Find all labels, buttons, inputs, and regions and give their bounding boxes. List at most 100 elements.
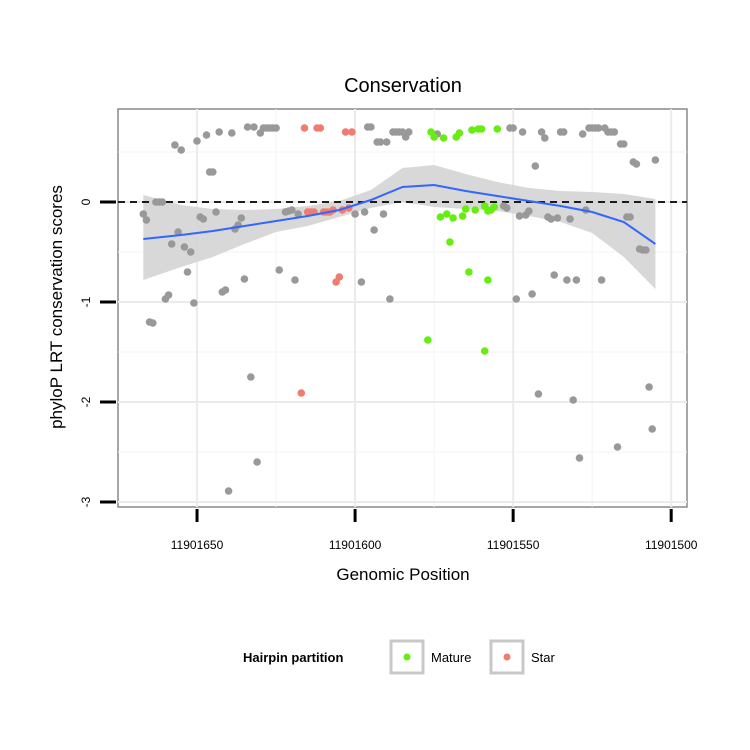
point-other — [357, 278, 366, 286]
points-layer — [139, 123, 660, 495]
point-other — [626, 213, 634, 221]
point-star — [297, 389, 306, 397]
x-tick-label: 11901600 — [329, 538, 382, 552]
x-axis-label: Genomic Position — [336, 565, 469, 584]
legend-label-mature: Mature — [431, 650, 471, 665]
point-star — [348, 128, 356, 136]
point-other — [512, 295, 521, 303]
point-other — [405, 128, 413, 136]
point-other — [642, 246, 650, 254]
point-other — [534, 390, 543, 398]
point-mature — [455, 129, 464, 137]
point-other — [139, 210, 148, 218]
point-mature — [471, 206, 480, 214]
legend-title: Hairpin partition — [243, 650, 343, 665]
point-other — [158, 198, 167, 206]
point-other — [209, 168, 217, 176]
point-other — [578, 130, 587, 138]
point-other — [503, 204, 511, 212]
point-other — [572, 276, 581, 284]
point-other — [294, 210, 303, 218]
point-other — [528, 290, 536, 298]
point-other — [379, 210, 388, 218]
point-other — [272, 124, 280, 132]
point-other — [202, 131, 211, 139]
point-other — [531, 162, 540, 170]
y-tick-label: 0 — [79, 198, 93, 205]
legend-swatch-mature — [403, 653, 411, 661]
point-mature — [446, 238, 454, 246]
point-star — [335, 273, 344, 281]
point-other — [250, 123, 258, 131]
point-other — [221, 286, 230, 294]
point-other — [212, 208, 220, 216]
point-other — [275, 266, 284, 274]
point-other — [518, 128, 527, 136]
point-other — [610, 128, 619, 136]
point-mature — [424, 336, 432, 344]
point-mature — [465, 268, 473, 276]
point-star — [316, 124, 325, 132]
confidence-ribbon — [143, 165, 656, 289]
point-other — [228, 129, 236, 137]
point-mature — [484, 276, 492, 284]
point-mature — [493, 125, 502, 133]
point-other — [575, 454, 584, 462]
x-tick-label: 11901500 — [645, 538, 698, 552]
point-other — [186, 248, 195, 256]
point-other — [645, 383, 653, 391]
point-mature — [461, 205, 470, 213]
y-tick-label: -1 — [79, 296, 93, 307]
point-star — [300, 124, 309, 132]
point-other — [193, 137, 201, 145]
point-mature — [443, 210, 451, 218]
point-other — [177, 146, 185, 154]
point-other — [559, 128, 568, 136]
point-mature — [436, 213, 445, 221]
point-other — [180, 243, 189, 251]
point-other — [386, 295, 394, 303]
point-other — [224, 487, 233, 495]
point-other — [541, 134, 549, 142]
point-other — [360, 208, 369, 216]
point-other — [566, 215, 574, 223]
x-tick-label: 11901650 — [171, 538, 224, 552]
point-other — [569, 396, 577, 404]
y-axis-label: phyloP LRT conservation scores — [47, 185, 66, 429]
point-other — [553, 214, 562, 222]
point-other — [515, 212, 524, 220]
smooth-line — [143, 183, 656, 245]
point-other — [613, 443, 622, 451]
point-other — [174, 228, 182, 236]
point-other — [537, 128, 546, 136]
point-star — [341, 128, 350, 136]
point-other — [167, 240, 176, 248]
grid-major — [118, 109, 687, 507]
point-other — [370, 226, 378, 234]
point-mature — [477, 125, 486, 133]
point-other — [351, 210, 359, 218]
point-other — [632, 160, 641, 168]
point-other — [171, 141, 179, 149]
point-other — [253, 458, 261, 466]
point-mature — [430, 133, 438, 141]
point-mature — [449, 214, 457, 222]
legend-label-star: Star — [531, 650, 556, 665]
point-other — [547, 215, 555, 223]
smooth-line-layer — [143, 183, 656, 245]
point-other — [142, 216, 151, 224]
point-other — [164, 291, 173, 299]
legend: Hairpin partition Mature Star — [243, 639, 556, 675]
x-tick-label: 11901550 — [487, 538, 540, 552]
point-other — [382, 138, 391, 146]
point-other — [247, 373, 255, 381]
point-mature — [468, 126, 476, 134]
point-other — [149, 319, 157, 327]
point-other — [620, 140, 628, 148]
point-other — [240, 275, 249, 283]
chart-title: Conservation — [344, 75, 462, 97]
legend-entry-mature: Mature — [389, 639, 471, 675]
point-other — [648, 425, 656, 433]
point-other — [651, 156, 660, 164]
